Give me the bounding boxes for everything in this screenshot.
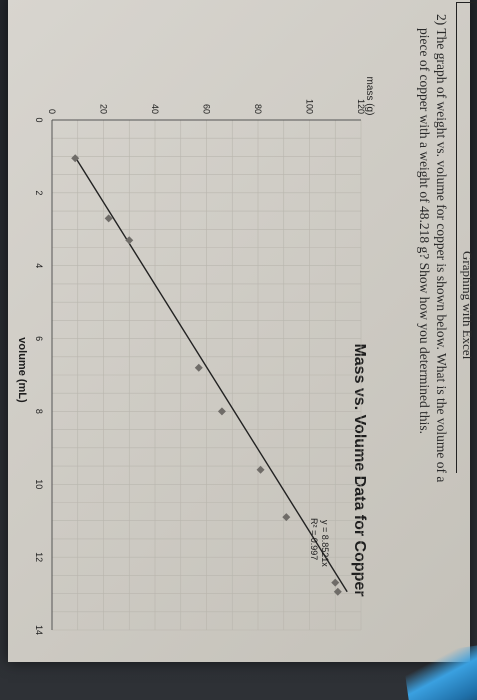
data-point (71, 154, 80, 163)
y-tick-label: 120 (356, 99, 366, 114)
plot-axes (51, 119, 361, 630)
paper-sheet (8, 0, 470, 662)
x-tick-label: 12 (34, 552, 44, 562)
trendline-equation: y = 8.8521x (320, 520, 330, 567)
x-tick-labels: 0 2 4 6 8 10 12 14 (34, 117, 44, 635)
trendline (75, 157, 348, 593)
x-tick-label: 8 (34, 409, 44, 414)
x-tick-label: 0 (34, 117, 44, 122)
data-point (104, 214, 113, 223)
x-tick-label: 2 (34, 190, 44, 195)
data-point (194, 363, 203, 372)
data-point (125, 236, 134, 245)
chart-title: Mass vs. Volume Data for Copper (351, 343, 368, 596)
data-point (217, 407, 226, 416)
x-tick-label: 10 (34, 479, 44, 489)
x-axis-label: volume (mL) (16, 337, 28, 403)
trendline-r-squared: R² = 0.997 (309, 518, 319, 560)
x-tick-label: 4 (34, 263, 44, 268)
y-tick-label: 80 (253, 104, 263, 114)
y-tick-label: 100 (305, 99, 315, 114)
y-tick-label: 0 (47, 109, 57, 114)
y-axis-label: mass (g) (364, 77, 375, 116)
x-tick-label: 6 (34, 336, 44, 341)
data-point (331, 578, 340, 587)
plot-grid (51, 119, 362, 631)
y-tick-label: 40 (150, 104, 160, 114)
y-tick-labels: 0 20 40 60 80 100 120 (47, 99, 366, 114)
y-tick-label: 60 (202, 104, 212, 114)
y-tick-label: 20 (99, 104, 109, 114)
x-tick-label: 14 (34, 625, 44, 635)
